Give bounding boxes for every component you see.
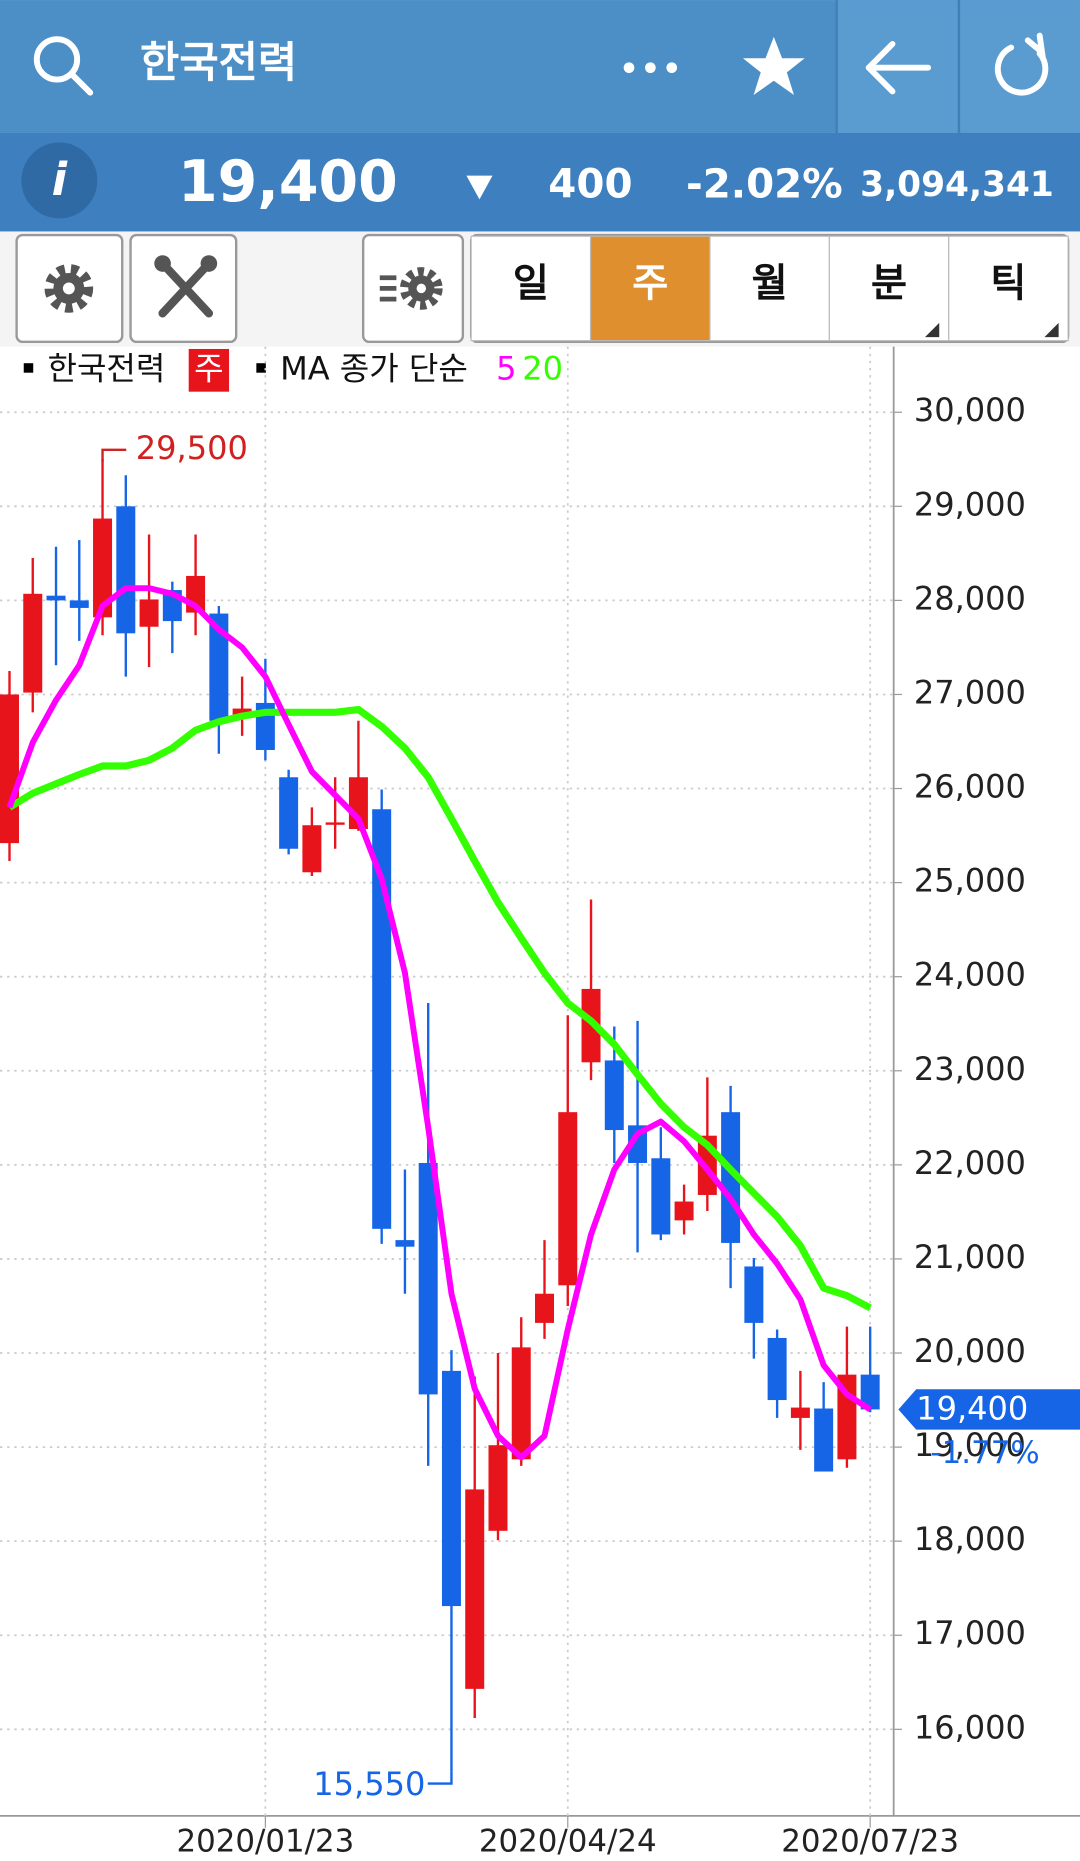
refresh-button[interactable]: [994, 32, 1049, 96]
tools-button[interactable]: [129, 233, 238, 344]
period-label: 틱: [990, 262, 1026, 307]
candle-body: [69, 600, 89, 608]
ma-line: [7, 705, 872, 1311]
candle-body: [604, 1060, 624, 1131]
y-tick-label: 27,000: [914, 673, 1026, 711]
period-label: 월: [752, 262, 788, 307]
annotation-arrow: [427, 1771, 453, 1785]
period-tab[interactable]: [589, 235, 711, 342]
period-tab[interactable]: [709, 235, 830, 342]
candle-body: [535, 1293, 555, 1323]
last-price-tag: [898, 1389, 1080, 1430]
annotation-arrow: [101, 448, 127, 462]
y-tick-label: 20,000: [914, 1332, 1026, 1370]
candle-body: [93, 518, 113, 618]
candle-body: [302, 825, 322, 873]
y-tick-label: 18,000: [914, 1520, 1026, 1558]
candle-body: [511, 1347, 531, 1460]
y-tick-label: 24,000: [914, 956, 1026, 994]
y-tick-label: 25,000: [914, 862, 1026, 900]
down-arrow: [466, 175, 493, 200]
y-tick-label: 16,000: [914, 1708, 1026, 1746]
legend-entry: 20: [522, 349, 563, 387]
info-button[interactable]: [21, 142, 98, 219]
y-tick-label: 19,000: [914, 1426, 1026, 1464]
candle-body: [628, 1125, 648, 1163]
candle-body: [372, 809, 392, 1229]
search-button[interactable]: [33, 36, 94, 96]
legend-title: 한국전력: [47, 349, 165, 387]
period-label: 주: [632, 262, 668, 307]
y-tick-label: 22,000: [914, 1144, 1026, 1182]
y-tick-label: 30,000: [914, 391, 1026, 429]
y-tick-label: 29,000: [914, 485, 1026, 523]
back-button[interactable]: [865, 40, 932, 95]
candle-body: [767, 1337, 787, 1401]
candle-body: [0, 694, 19, 844]
x-tick-label: 2020/01/23: [176, 1824, 354, 1860]
candle-body: [790, 1407, 810, 1418]
candle-body: [744, 1266, 764, 1323]
candle-body: [860, 1374, 880, 1410]
y-tick-label: 26,000: [914, 768, 1026, 806]
candle-body: [209, 613, 229, 721]
high-label: 29,500: [136, 429, 248, 467]
chart: 한국전력 주 MA 종가 단순 5 20 16,000 17,000 18,000 19,…: [0, 346, 1080, 1860]
indicator-button[interactable]: [361, 233, 465, 344]
candle-body: [488, 1445, 508, 1531]
candle-body: [46, 595, 66, 601]
legend-entry: 5: [496, 349, 516, 387]
last-change: -1.77%: [931, 1435, 1040, 1471]
x-tick-label: 2020/04/24: [479, 1824, 657, 1860]
legend-period: 주: [194, 349, 223, 387]
candle-body: [465, 1489, 485, 1689]
candle-body: [139, 599, 159, 627]
volume: 3,094,341: [860, 165, 1054, 205]
y-tick-label: 21,000: [914, 1238, 1026, 1276]
low-label: 15,550: [313, 1765, 425, 1803]
candle-body: [279, 777, 299, 849]
candle-body: [814, 1408, 834, 1472]
candle-body: [395, 1240, 415, 1247]
price-bar: [0, 132, 1080, 232]
x-tick-label: 2020/07/23: [781, 1824, 959, 1860]
legend-ma: MA 종가 단순: [280, 349, 468, 387]
favorite-button[interactable]: [742, 36, 805, 95]
svg-text:i: i: [52, 153, 68, 206]
period-label: 분: [871, 262, 907, 307]
candle-body: [23, 593, 43, 693]
candle-body: [325, 822, 345, 825]
candle-body: [418, 1162, 438, 1395]
candle-body: [232, 708, 252, 717]
period-tab[interactable]: [470, 235, 592, 342]
price-change: 400: [548, 160, 632, 207]
more-button[interactable]: [623, 62, 678, 74]
y-tick-label: 23,000: [914, 1050, 1026, 1088]
candle-body: [674, 1201, 694, 1221]
stock-name: 한국전력: [140, 38, 297, 88]
candle-body: [558, 1112, 578, 1286]
y-tick-label: 28,000: [914, 579, 1026, 617]
period-tab[interactable]: [828, 235, 950, 342]
y-tick-label: 17,000: [914, 1614, 1026, 1652]
last-price: 19,400: [916, 1390, 1028, 1428]
change-rate: -2.02%: [686, 160, 843, 207]
period-label: 일: [513, 262, 549, 307]
candle-body: [651, 1158, 671, 1235]
ma-line: [6, 585, 872, 1461]
period-tab[interactable]: [948, 235, 1069, 342]
submenu-indicator: [1044, 322, 1059, 338]
candle-body: [116, 506, 136, 634]
current-price: 19,400: [178, 149, 398, 215]
settings-button[interactable]: [15, 233, 124, 344]
candle-body: [441, 1370, 461, 1607]
